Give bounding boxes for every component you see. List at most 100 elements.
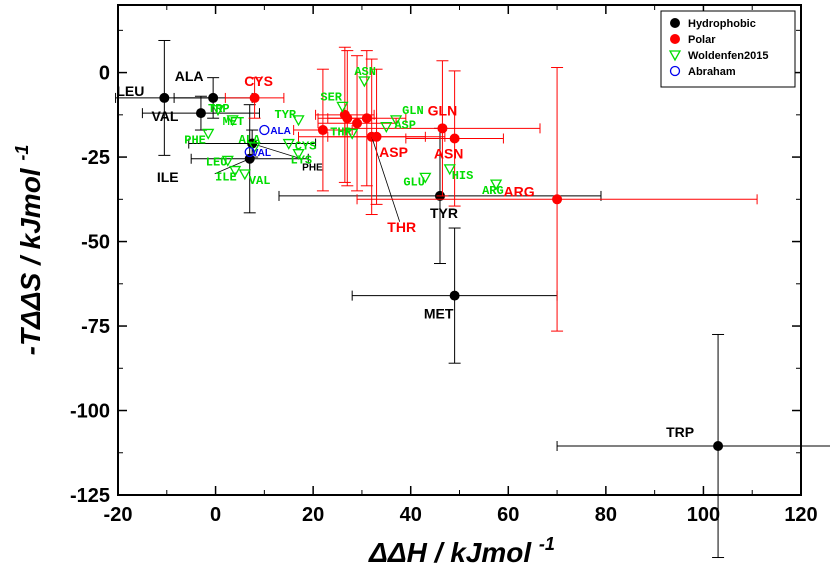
legend-label: Polar [688,34,716,46]
data-point [380,122,393,133]
data-label: ASN [354,65,376,79]
x-tick-label: 100 [687,504,720,526]
data-label: ARG [482,184,504,198]
data-point [361,113,372,124]
data-label: ILE [157,169,179,185]
data-point [292,115,305,127]
data-label: HIS [452,169,474,183]
data-point [552,194,563,205]
data-label: VAL [151,108,178,124]
data-point [211,105,225,117]
data-label: CYS [295,140,317,154]
label-leader-line [252,143,301,159]
data-label: TRP [666,424,694,440]
data-point [248,142,261,154]
data-point [228,165,242,177]
data-label: PHE [184,133,206,147]
data-point [346,128,359,140]
data-point [221,155,234,167]
x-axis-title: ΔΔH / kJmol -1 [368,534,555,568]
data-label: GLU [403,175,425,189]
legend-box [660,10,796,88]
data-point [449,290,460,301]
data-point [226,115,239,127]
data-label: ILE [215,171,237,185]
y-tick-label: -75 [81,316,110,338]
data-point [317,125,328,136]
x-axis-title-sup: -1 [539,534,555,554]
legend-marker [670,18,680,28]
data-label: TYR [430,205,458,221]
data-point [443,164,456,176]
legend-marker [669,65,681,77]
data-label: ARG [504,183,535,199]
data-point [713,441,724,451]
data-point [358,76,371,88]
y-tick-label: -125 [70,485,110,507]
data-label: ASN [434,145,464,161]
x-axis-title-text: ΔΔH / kJmol [368,537,532,568]
data-label: PHE [302,163,323,174]
data-label: THR [330,125,352,139]
x-tick-label: -20 [104,504,133,526]
y-axis-title-text: -TΔΔS / kJmol [15,167,46,355]
y-axis-title: -TΔΔS / kJmol -1 [12,145,46,356]
data-label: THR [387,219,416,235]
data-label: GLN [428,102,458,118]
x-tick-label: 0 [210,504,221,526]
legend-label: Abraham [688,66,736,78]
x-tick-label: 120 [784,504,817,526]
data-label: TRP [208,102,230,116]
x-tick-label: 80 [595,504,617,526]
data-point [371,131,382,142]
y-axis-title-sup: -1 [12,145,32,161]
legend: Hydrophobic Polar Woldenfen2015 Abraham [660,10,796,88]
x-tick-label: 20 [302,504,324,526]
data-point [159,92,170,103]
data-label: CYS [244,73,273,89]
data-point [292,149,305,161]
ticks-layer: -20 0 20 40 60 80 100 120 0 -25 -50 -75 -100 -125 [70,5,818,526]
data-label: TYR [275,108,297,122]
data-label: GLN [402,104,424,118]
data-point [244,146,255,158]
y-tick-label: -50 [81,232,110,254]
y-tick-label: -25 [81,147,110,169]
data-point [249,92,260,103]
legend-label: Hydrophobic [688,18,756,30]
legend-label: Woldenfen2015 [688,50,769,62]
data-point [336,101,349,113]
data-label: MET [223,115,245,129]
x-tick-label: 40 [400,504,422,526]
data-point [202,128,215,140]
data-label: ASP [394,119,416,133]
y-tick-label: -100 [70,401,110,423]
data-point [489,179,503,191]
data-label: SER [320,90,342,104]
x-tick-label: 60 [497,504,519,526]
data-point [352,118,363,129]
data-point [282,138,295,150]
data-label: MET [424,306,454,322]
legend-marker [668,50,682,62]
data-label: LEU [116,83,144,99]
data-label: LEU [206,155,228,169]
data-label: ALA [175,68,204,84]
data-label: ASP [379,144,408,160]
data-label: ALA [270,126,291,137]
data-point [419,172,432,184]
series-abraham: ALA VAL [244,124,291,159]
data-point [437,123,448,134]
legend-marker [670,34,680,44]
data-label: LYS [291,154,313,168]
data-label: VAL [249,174,271,188]
data-point [208,92,219,103]
data-point [195,108,206,119]
data-point [389,115,403,127]
data-point [259,124,270,136]
